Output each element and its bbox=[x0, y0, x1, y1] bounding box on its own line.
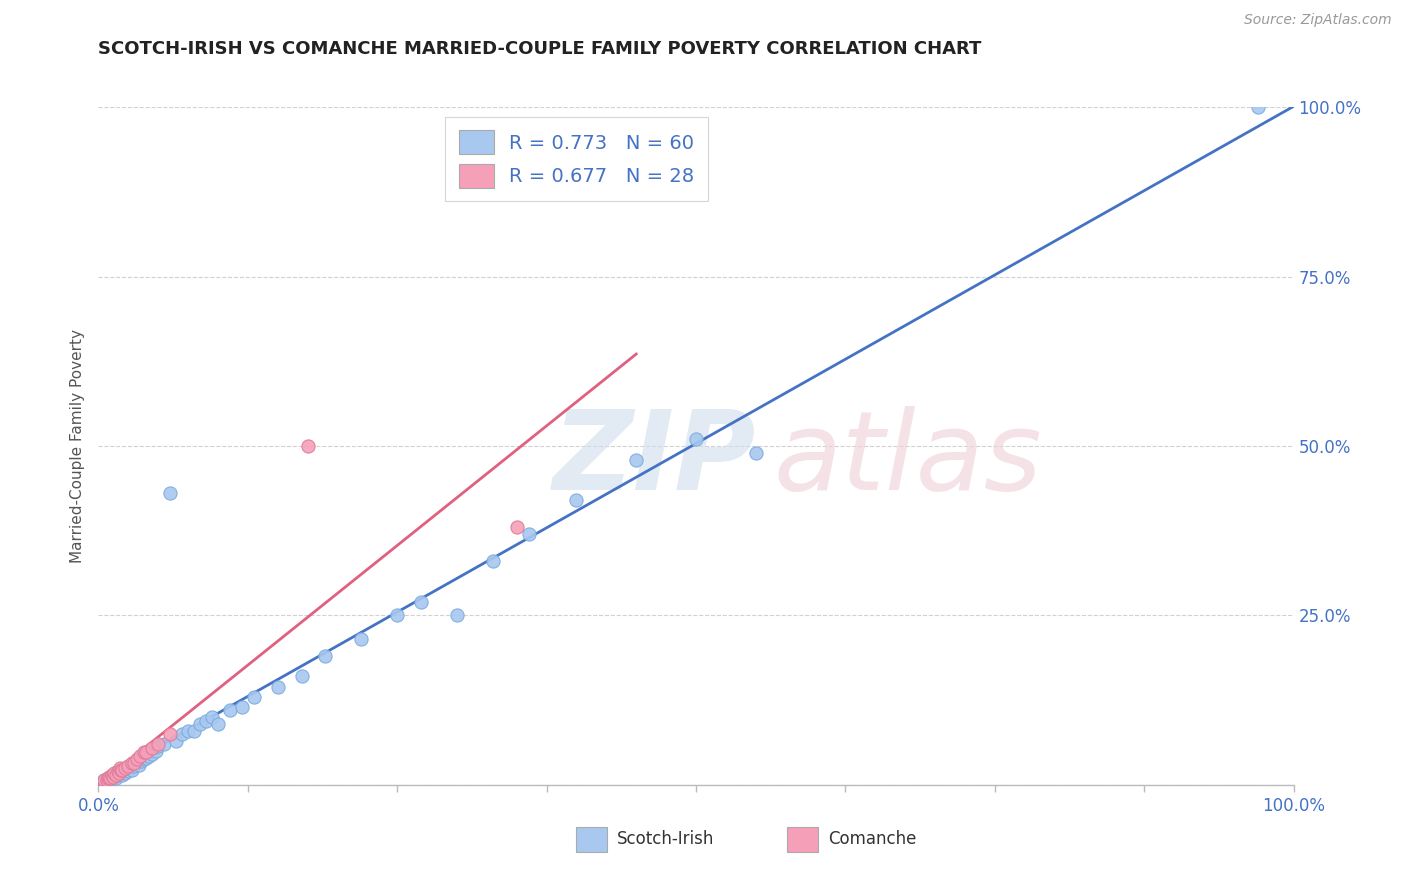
Legend: R = 0.773   N = 60, R = 0.677   N = 28: R = 0.773 N = 60, R = 0.677 N = 28 bbox=[446, 117, 707, 202]
Point bbox=[132, 752, 155, 766]
Point bbox=[517, 527, 540, 541]
Point bbox=[93, 772, 115, 787]
Text: Comanche: Comanche bbox=[828, 830, 917, 848]
Point bbox=[103, 770, 125, 784]
Point bbox=[481, 554, 505, 568]
Point bbox=[172, 727, 194, 741]
Point bbox=[231, 700, 253, 714]
Point bbox=[98, 770, 121, 784]
Point bbox=[107, 768, 129, 782]
Point bbox=[93, 774, 115, 789]
Point bbox=[112, 763, 135, 777]
Point bbox=[267, 680, 290, 694]
Point bbox=[103, 765, 125, 780]
Point bbox=[114, 765, 136, 780]
Point bbox=[1247, 100, 1270, 114]
Point bbox=[96, 773, 118, 788]
Text: ZIP: ZIP bbox=[553, 406, 756, 513]
Point bbox=[125, 752, 148, 766]
Point bbox=[159, 486, 181, 500]
Point bbox=[135, 751, 157, 765]
Point bbox=[121, 756, 143, 771]
Point bbox=[201, 710, 224, 724]
Point bbox=[243, 690, 266, 704]
Point bbox=[132, 746, 155, 760]
Y-axis label: Married-Couple Family Poverty: Married-Couple Family Poverty bbox=[70, 329, 86, 563]
Point bbox=[165, 734, 187, 748]
Point bbox=[446, 608, 468, 623]
Point bbox=[177, 723, 200, 738]
Point bbox=[188, 717, 211, 731]
Point bbox=[107, 764, 129, 779]
Point bbox=[128, 757, 150, 772]
Point bbox=[297, 439, 319, 453]
Point bbox=[93, 774, 115, 789]
Point bbox=[105, 765, 128, 780]
Point bbox=[135, 746, 157, 760]
Text: Source: ZipAtlas.com: Source: ZipAtlas.com bbox=[1244, 13, 1392, 28]
Point bbox=[148, 739, 170, 753]
Point bbox=[108, 761, 131, 775]
Point bbox=[129, 749, 152, 764]
Point bbox=[411, 595, 433, 609]
Point bbox=[159, 727, 181, 741]
Point bbox=[98, 771, 122, 785]
Point bbox=[141, 740, 163, 755]
Point bbox=[108, 765, 131, 780]
Point bbox=[745, 446, 768, 460]
Point bbox=[111, 763, 134, 777]
Point bbox=[148, 737, 170, 751]
Point bbox=[350, 632, 373, 647]
Point bbox=[104, 768, 127, 782]
Point bbox=[120, 757, 142, 772]
Point bbox=[105, 771, 128, 785]
Point bbox=[98, 771, 121, 785]
Point bbox=[114, 761, 136, 775]
Point bbox=[124, 756, 146, 771]
Point bbox=[97, 771, 120, 785]
Point bbox=[107, 765, 129, 780]
Point bbox=[101, 770, 124, 784]
Point bbox=[105, 768, 128, 782]
Point bbox=[107, 764, 129, 779]
Point bbox=[565, 493, 588, 508]
Point bbox=[97, 772, 120, 787]
Text: Scotch-Irish: Scotch-Irish bbox=[617, 830, 714, 848]
Point bbox=[153, 737, 176, 751]
Point bbox=[118, 761, 141, 775]
Point bbox=[101, 771, 124, 785]
Point bbox=[115, 761, 138, 775]
Point bbox=[291, 669, 314, 683]
Point bbox=[117, 759, 139, 773]
Point bbox=[124, 759, 146, 773]
FancyBboxPatch shape bbox=[576, 827, 607, 852]
Point bbox=[207, 717, 229, 731]
Point bbox=[141, 747, 163, 762]
Point bbox=[385, 608, 409, 623]
Point bbox=[685, 432, 707, 446]
Point bbox=[98, 772, 122, 787]
Point bbox=[138, 749, 160, 764]
Point bbox=[125, 756, 148, 771]
Point bbox=[315, 649, 337, 664]
Point bbox=[93, 773, 115, 788]
Point bbox=[110, 763, 132, 777]
Point bbox=[100, 768, 122, 782]
Point bbox=[145, 744, 167, 758]
Text: atlas: atlas bbox=[773, 406, 1042, 513]
Point bbox=[131, 754, 153, 768]
Point bbox=[626, 452, 648, 467]
Point bbox=[506, 520, 529, 534]
Point bbox=[111, 768, 134, 782]
Point bbox=[195, 714, 218, 728]
FancyBboxPatch shape bbox=[787, 827, 818, 852]
Point bbox=[121, 763, 143, 777]
Point bbox=[96, 773, 118, 788]
Text: SCOTCH-IRISH VS COMANCHE MARRIED-COUPLE FAMILY POVERTY CORRELATION CHART: SCOTCH-IRISH VS COMANCHE MARRIED-COUPLE … bbox=[98, 40, 981, 58]
Point bbox=[219, 703, 242, 717]
Point bbox=[98, 770, 122, 784]
Point bbox=[117, 764, 139, 779]
Point bbox=[183, 723, 205, 738]
